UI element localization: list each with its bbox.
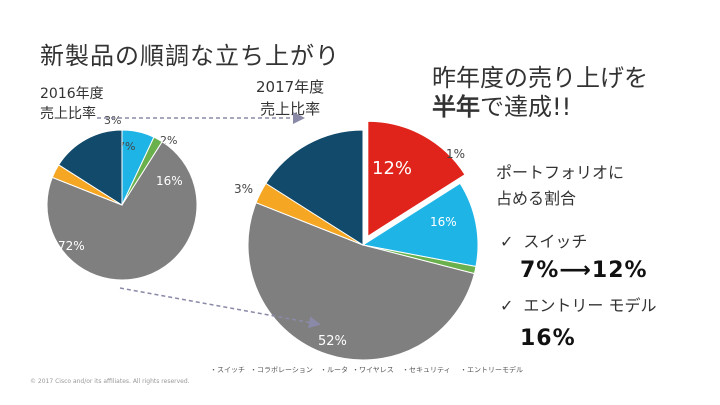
connector-arrow-bottom <box>119 287 321 329</box>
bullet-switch: ✓ スイッチ <box>500 228 587 252</box>
pie-2017-title: 2017年度 売上比率 <box>256 76 324 120</box>
pie-2017-slice-3 <box>247 202 475 361</box>
portfolio-label-line2: 占める割合 <box>496 189 577 208</box>
checkmark-icon: ✓ <box>500 296 514 315</box>
headline-line1: 昨年度の売り上げを <box>432 64 648 92</box>
headline-line2-rest: で達成!! <box>480 93 572 121</box>
legend-item: ・コラボレーション <box>250 366 313 374</box>
pie-2017-label-4: 3% <box>234 182 253 196</box>
legend-item: ・スイッチ <box>210 366 245 374</box>
slide-title: 新製品の順調な立ち上がり <box>40 42 340 70</box>
pie-2017-slice-5 <box>265 129 364 246</box>
bullet-entry-label: エントリー モデル <box>523 296 657 315</box>
pie-2016-title-line2: 売上比率 <box>40 106 96 122</box>
pie-2017-label-2: 1% <box>446 147 465 161</box>
legend-item: ・ルータ <box>320 365 348 374</box>
pie-2016-slice-3 <box>46 140 198 281</box>
pie-2016-label-5: 16% <box>156 174 183 188</box>
copyright: © 2017 Cisco and/or its affiliates. All … <box>30 378 190 385</box>
bullet-switch-label: スイッチ <box>523 232 588 251</box>
pie-2017-slice-0 <box>367 120 466 238</box>
portfolio-label-line1: ポートフォリオに <box>496 163 625 182</box>
headline-emphasis: 半年 <box>432 93 480 121</box>
pie-2016-title: 2016年度 売上比率 <box>40 84 104 124</box>
pie-2017-label-5: 16% <box>430 215 457 229</box>
pie-2017: 16%12%1%52%3%16% <box>234 120 479 361</box>
pie-2016-label-4: 3% <box>104 114 121 127</box>
pie-2017-label-1: 12% <box>372 158 412 179</box>
headline-line2: 半年で達成!! <box>432 93 648 122</box>
headline: 昨年度の売り上げを 半年で達成!! <box>432 64 648 122</box>
pie-2016-slice-5 <box>57 129 123 206</box>
pie-2016-title-line1: 2016年度 <box>40 86 104 102</box>
pie-2016-label-3: 72% <box>58 239 85 253</box>
pie-2017-label-3: 52% <box>318 334 347 349</box>
pie-2016: 7% 2%72%3%16% <box>46 114 198 281</box>
entry-model-stat: 16% <box>520 326 576 351</box>
portfolio-label: ポートフォリオに 占める割合 <box>496 160 624 212</box>
legend-item: ・ワイヤレス <box>352 366 394 374</box>
pie-2017-title-line2: 売上比率 <box>260 100 321 118</box>
pie-2017-slice-1 <box>361 182 479 268</box>
legend-item: ・エントリーモデル <box>460 365 523 374</box>
bullet-entry-model: ✓ エントリー モデル <box>500 292 657 316</box>
chart-legend: ・スイッチ ・コラボレーション ・ルータ ・ワイヤレス ・セキュリティ ・エントリーモデル <box>210 365 523 374</box>
pie-2017-title-line1: 2017年度 <box>256 78 325 96</box>
switch-growth-stat: 7%⟶12% <box>520 258 648 283</box>
checkmark-icon: ✓ <box>500 232 514 251</box>
legend-item: ・セキュリティ <box>402 366 451 374</box>
